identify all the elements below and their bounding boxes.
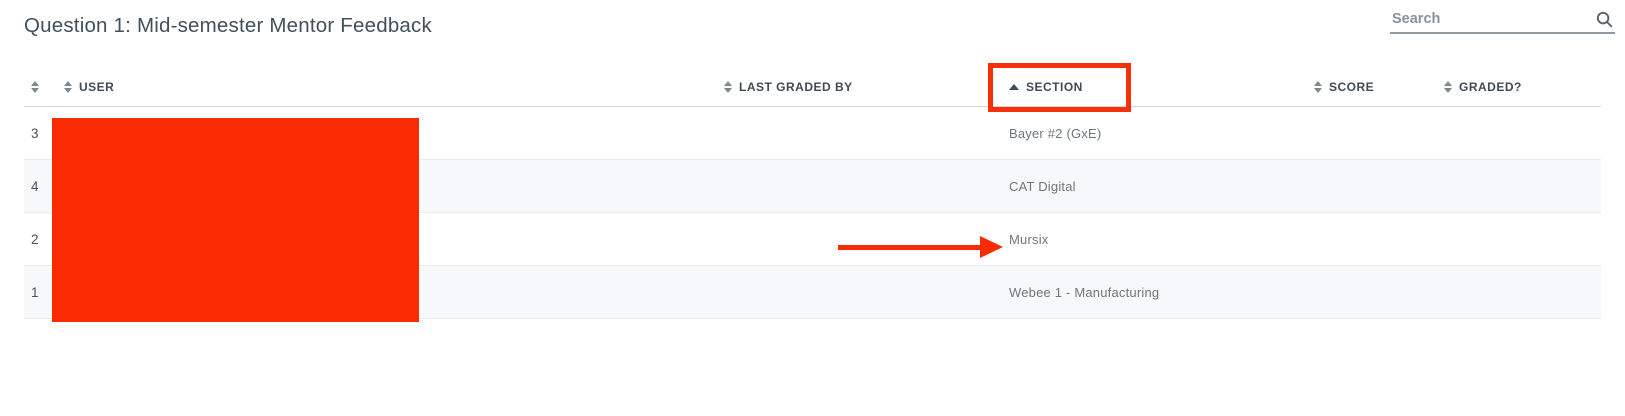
cell-rownum: 1	[31, 284, 39, 300]
cell-rownum: 2	[31, 231, 39, 247]
column-header-graded[interactable]: GRADED?	[1444, 80, 1601, 94]
cell-rownum: 3	[31, 125, 39, 141]
page-title: Question 1: Mid-semester Mentor Feedback	[24, 14, 432, 37]
column-label: LAST GRADED BY	[739, 80, 853, 94]
column-header-user[interactable]: USER	[64, 80, 724, 94]
sort-asc-icon	[1009, 84, 1019, 90]
table-header-row: USER LAST GRADED BY SECTION SCORE GRADED…	[24, 68, 1601, 107]
search-input[interactable]	[1390, 4, 1575, 30]
table-row[interactable]: 2 Mursix	[24, 213, 1601, 266]
redaction-overlay	[52, 118, 419, 322]
column-label: SCORE	[1329, 80, 1375, 94]
cell-section: CAT Digital	[1009, 178, 1076, 194]
column-header-rownum[interactable]	[24, 81, 64, 93]
annotation-arrow	[838, 245, 982, 250]
sort-icon	[1314, 81, 1322, 93]
column-label: GRADED?	[1459, 80, 1522, 94]
cell-section: Mursix	[1009, 231, 1049, 247]
column-label: SECTION	[1026, 80, 1083, 94]
sort-icon	[64, 81, 72, 93]
column-header-last-graded-by[interactable]: LAST GRADED BY	[724, 80, 1009, 94]
sort-icon	[724, 81, 732, 93]
column-header-score[interactable]: SCORE	[1314, 80, 1444, 94]
highlight-box	[988, 63, 1131, 112]
column-label: USER	[79, 80, 115, 94]
column-header-section[interactable]: SECTION	[1009, 80, 1314, 94]
cell-rownum: 4	[31, 178, 39, 194]
sort-icon	[1444, 81, 1452, 93]
search-box	[1390, 4, 1615, 34]
cell-section: Webee 1 - Manufacturing	[1009, 284, 1160, 300]
annotation-arrow-head-icon	[980, 236, 1003, 258]
cell-section: Bayer #2 (GxE)	[1009, 125, 1102, 141]
search-icon[interactable]	[1596, 11, 1613, 28]
sort-icon	[31, 81, 39, 93]
table-row[interactable]: 3 Bayer #2 (GxE)	[24, 107, 1601, 160]
